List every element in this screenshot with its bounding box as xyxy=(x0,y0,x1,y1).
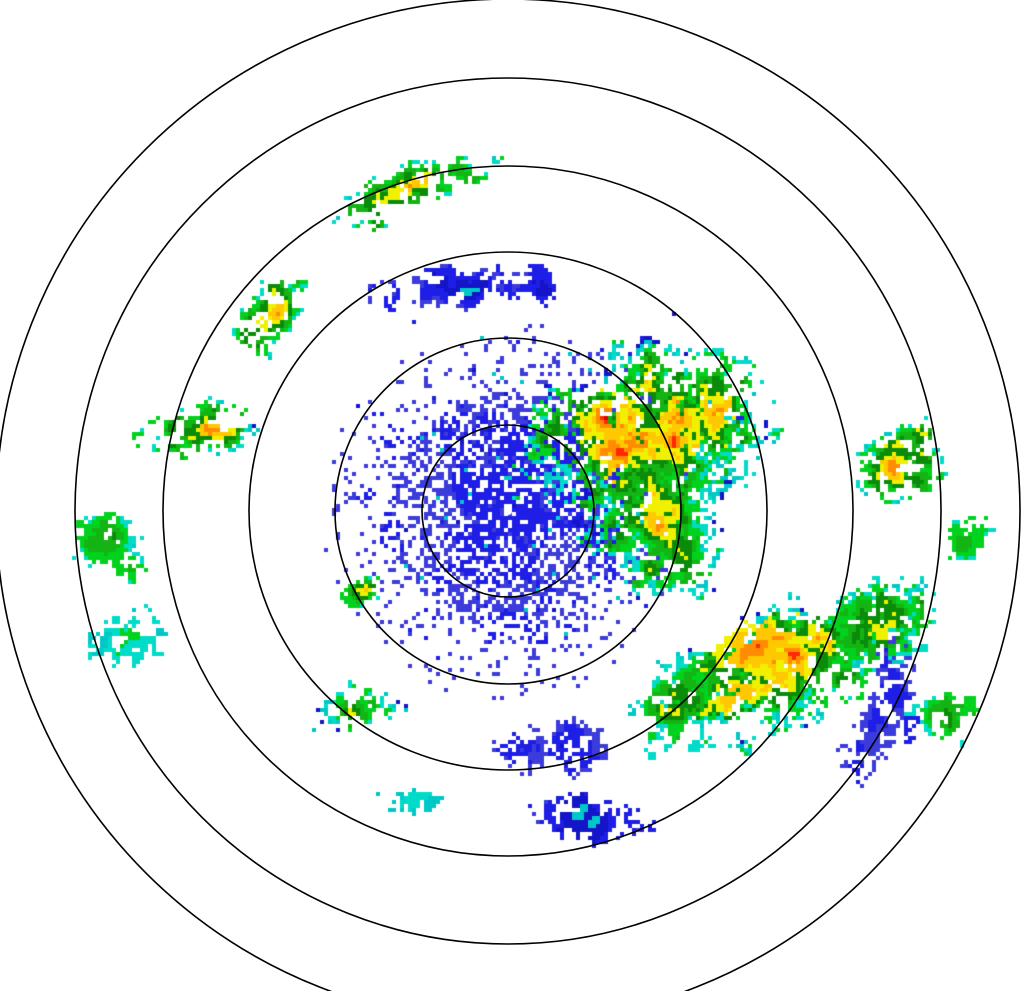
radar-reflectivity-ppi[interactable] xyxy=(0,0,1029,991)
reflectivity-field[interactable] xyxy=(0,0,1029,991)
